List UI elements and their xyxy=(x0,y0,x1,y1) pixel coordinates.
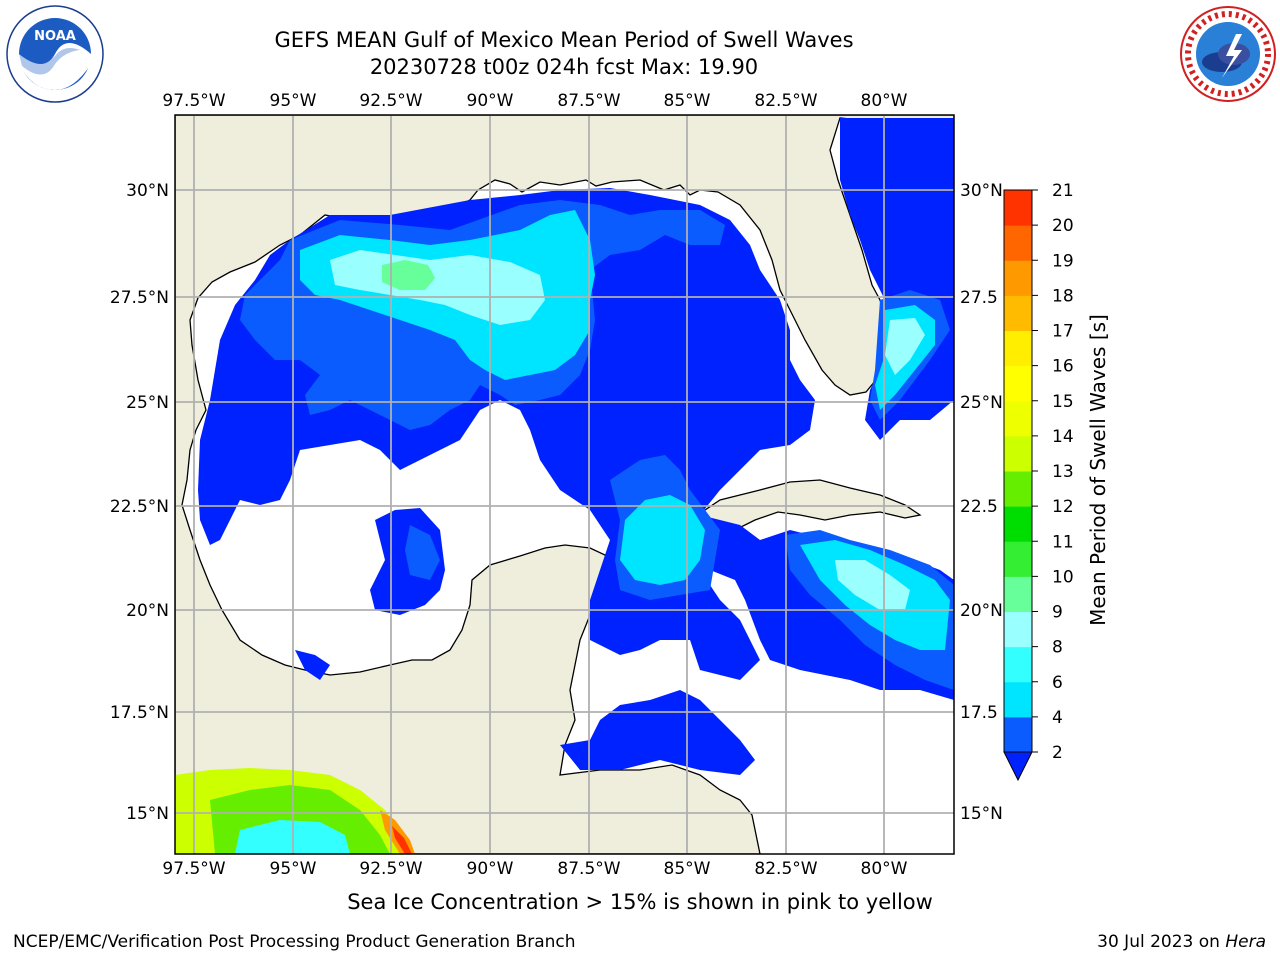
lat-label: 25°N xyxy=(126,393,169,413)
colorbar-bin xyxy=(1004,611,1032,648)
colorbar-tick-label: 2 xyxy=(1052,743,1063,763)
lon-label: 92.5°W xyxy=(359,91,422,111)
colorbar-bin xyxy=(1004,330,1032,367)
colorbar-tick-label: 9 xyxy=(1052,603,1063,623)
lon-label: 82.5°W xyxy=(754,859,817,879)
lat-label: 17.5°N xyxy=(110,703,169,723)
lat-label: 20°N xyxy=(960,601,1003,621)
map-grid xyxy=(175,115,954,854)
colorbar-tick-label: 18 xyxy=(1052,286,1074,306)
lon-label: 80°W xyxy=(861,859,908,879)
colorbar-tick-label: 17 xyxy=(1052,322,1074,342)
colorbar-bin xyxy=(1004,295,1032,331)
colorbar-tick-label: 12 xyxy=(1052,497,1074,517)
lon-label: 97.5°W xyxy=(162,859,225,879)
map-frame xyxy=(174,114,955,855)
colorbar-bin xyxy=(1004,435,1032,472)
lon-label: 80°W xyxy=(861,91,908,111)
lon-label: 85°W xyxy=(664,91,711,111)
chart-subtitle: 20230728 t00z 024h fcst Max: 19.90 xyxy=(369,55,759,79)
sea-ice-note-text: Sea Ice Concentration > 15% is shown in … xyxy=(347,890,933,914)
lat-label: 20°N xyxy=(126,601,169,621)
lat-labels-right: 30°N 27.5 25°N 22.5 20°N 17.5 15°N xyxy=(960,181,1003,824)
colorbar-tick-label: 8 xyxy=(1052,638,1063,658)
colorbar-extension xyxy=(1003,751,1033,782)
colorbar-bin xyxy=(1004,365,1032,402)
colorbar-bin xyxy=(1004,260,1032,296)
colorbar-tick-label: 13 xyxy=(1052,462,1074,482)
colorbar-title: Mean Period of Swell Waves [s] xyxy=(1086,314,1110,626)
lon-label: 92.5°W xyxy=(359,859,422,879)
lat-label: 22.5°N xyxy=(110,497,169,517)
lon-label: 82.5°W xyxy=(754,91,817,111)
colorbar-tick-label: 11 xyxy=(1052,532,1074,552)
colorbar-bin xyxy=(1004,225,1032,261)
lon-label: 95°W xyxy=(270,859,317,879)
colorbar-tick-label: 21 xyxy=(1052,181,1074,201)
colorbar-bin xyxy=(1004,541,1032,577)
colorbar-tick-label: 10 xyxy=(1052,567,1074,587)
colorbar-tick-label: 14 xyxy=(1052,427,1074,447)
noaa-logo: NOAA xyxy=(6,5,104,103)
colorbar-bin xyxy=(1004,716,1032,753)
lat-label: 30°N xyxy=(960,181,1003,201)
colorbar-bin xyxy=(1004,681,1032,718)
lat-label: 27.5°N xyxy=(110,288,169,308)
lon-label: 85°W xyxy=(664,859,711,879)
lat-label: 22.5 xyxy=(960,497,998,517)
lon-label: 87.5°W xyxy=(557,91,620,111)
colorbar-bin xyxy=(1004,576,1032,612)
colorbar-tick-label: 4 xyxy=(1052,708,1063,728)
footer-date: 30 Jul 2023 on Hera xyxy=(1097,932,1266,952)
lat-labels-left: 30°N 27.5°N 25°N 22.5°N 20°N 17.5°N 15°N xyxy=(110,181,169,824)
lon-label: 95°W xyxy=(270,91,317,111)
lat-label: 27.5 xyxy=(960,288,998,308)
lon-labels-bottom: 97.5°W 95°W 92.5°W 90°W 87.5°W 85°W 82.5… xyxy=(162,859,907,879)
map-content xyxy=(175,115,954,854)
sea-ice-note: Sea Ice Concentration > 15% is shown in … xyxy=(0,890,1280,914)
colorbar-bin xyxy=(1004,506,1032,542)
swell-contours xyxy=(175,118,954,854)
colorbar-tick-label: 6 xyxy=(1052,673,1063,693)
colorbar-tick-label: 16 xyxy=(1052,357,1074,377)
colorbar-bin xyxy=(1004,400,1032,437)
lon-labels-top: 97.5°W 95°W 92.5°W 90°W 87.5°W 85°W 82.5… xyxy=(162,91,907,111)
lat-label: 15°N xyxy=(960,804,1003,824)
lat-label: 15°N xyxy=(126,804,169,824)
colorbar: 2 4 6 8 9 10 11 12 13 14 15 16 17 18 19 20 21 xyxy=(1003,181,1074,782)
colorbar-bin xyxy=(1004,646,1032,683)
lat-label: 17.5 xyxy=(960,703,998,723)
colorbar-tick-label: 20 xyxy=(1052,216,1074,236)
colorbar-bin xyxy=(1004,471,1032,507)
svg-text:NOAA: NOAA xyxy=(34,29,76,44)
footer-host: Hera xyxy=(1225,932,1266,952)
footer-credit: NCEP/EMC/Verification Post Processing Pr… xyxy=(13,932,576,952)
lon-label: 90°W xyxy=(467,91,514,111)
footer-date-text: 30 Jul 2023 on xyxy=(1097,932,1226,952)
lon-label: 97.5°W xyxy=(162,91,225,111)
colorbar-tick-label: 15 xyxy=(1052,392,1074,412)
lon-label: 87.5°W xyxy=(557,859,620,879)
lon-label: 90°W xyxy=(467,859,514,879)
nws-logo xyxy=(1180,6,1276,102)
chart-title: GEFS MEAN Gulf of Mexico Mean Period of … xyxy=(274,28,854,52)
lat-label: 30°N xyxy=(126,181,169,201)
lat-label: 25°N xyxy=(960,393,1003,413)
colorbar-tick-label: 19 xyxy=(1052,251,1074,271)
colorbar-bin xyxy=(1004,190,1032,226)
